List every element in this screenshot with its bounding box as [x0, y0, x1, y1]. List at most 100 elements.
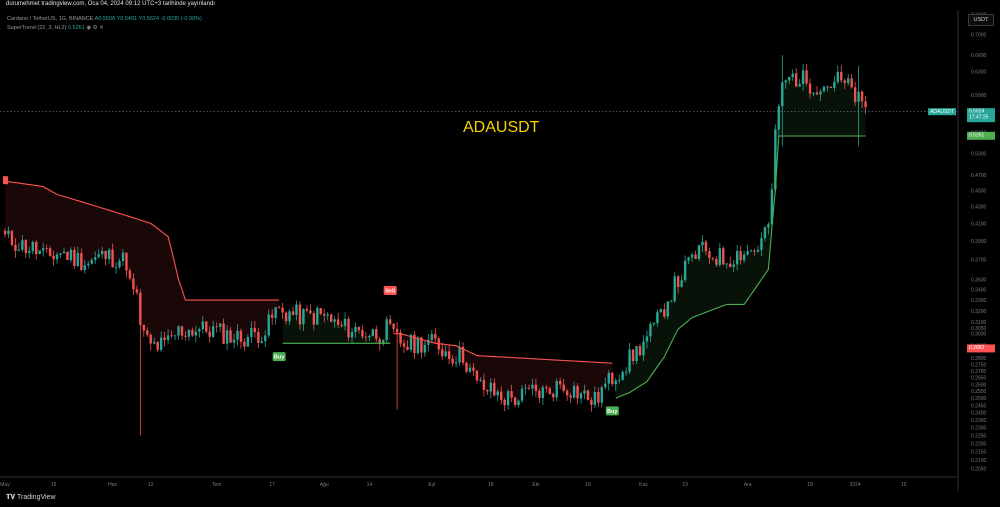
candle-body [205, 321, 208, 332]
candle-body [631, 349, 635, 361]
candle-body [503, 399, 506, 406]
candle-body [111, 249, 114, 268]
y-tick-label: 0.6600 [971, 53, 987, 59]
supertrend-down-line [393, 333, 613, 364]
candle-body [520, 388, 524, 401]
price-chart[interactable]: 0.74000.70000.66000.63000.59000.56000.53… [0, 10, 1000, 491]
candle-body [496, 391, 499, 396]
candle-body [555, 381, 558, 398]
y-tick-label: 0.2250 [971, 433, 987, 439]
candle-body [14, 244, 17, 251]
y-tick-label: 0.3700 [971, 258, 987, 264]
chart-area[interactable]: 0.74000.70000.66000.63000.59000.56000.53… [0, 10, 1000, 491]
current-price-tag-text: 0.5624 [969, 109, 985, 115]
candle-body [583, 390, 586, 394]
supertrend-down-fill [393, 328, 613, 406]
tradingview-logo[interactable]: 𝐓𝐕 TradingView [6, 494, 56, 502]
candle-body [673, 276, 676, 302]
candle-body [246, 336, 250, 347]
symbol-price-tag-box [928, 108, 956, 116]
footer-bar: 𝐓𝐕 TradingView [0, 491, 1000, 507]
candle-body [194, 331, 198, 336]
candle-body [298, 304, 302, 325]
candle-body [767, 224, 770, 228]
candle-body [735, 250, 739, 265]
symbol-legend[interactable]: Cardano / TetherUS, 1G, BINANCE A0.5508 … [7, 16, 202, 22]
buy-signal-label-box [605, 406, 619, 416]
candle-body [229, 330, 232, 343]
tradingview-logo-text: TradingView [16, 494, 56, 501]
candle-body [850, 78, 853, 88]
candle-body [139, 292, 142, 325]
candle-body [257, 332, 260, 343]
candle-body [420, 337, 423, 353]
candle-body [336, 319, 340, 325]
candle-body [510, 391, 513, 398]
candle-body [763, 227, 767, 239]
x-tick-label: 17 [269, 482, 275, 488]
indicator-remove-icon[interactable]: ✕ [99, 25, 104, 31]
candle-body [173, 335, 177, 337]
candle-body [399, 332, 402, 344]
indicator-settings-icon[interactable]: ⚙ [92, 25, 98, 31]
candle-body [409, 334, 413, 350]
candle-body [739, 250, 742, 261]
candle-body [645, 336, 649, 342]
candle-body [392, 323, 395, 329]
candle-body [319, 308, 322, 314]
candle-body [562, 384, 565, 391]
candle-body [329, 314, 333, 322]
candle-body [614, 380, 617, 385]
candle-body [166, 335, 170, 341]
candle-body [441, 349, 444, 357]
candle-body [704, 241, 708, 252]
currency-button[interactable]: USDT [968, 14, 994, 26]
supertrend-down-fill [5, 181, 280, 350]
y-tick-label: 0.3900 [971, 239, 987, 245]
candle-body [10, 230, 14, 245]
y-tick-label: 0.3400 [971, 288, 987, 294]
candle-body [590, 400, 593, 405]
candle-body [777, 106, 781, 130]
candle-body [312, 313, 316, 325]
candle-body [836, 71, 839, 82]
candle-body [545, 387, 548, 389]
candle-body [198, 329, 201, 332]
candle-body [423, 344, 427, 353]
candle-body [649, 324, 652, 337]
candle-body [38, 250, 41, 255]
y-tick-label: 0.2550 [971, 389, 987, 395]
x-tick-label: Kas [639, 482, 648, 488]
candle-body [697, 245, 701, 259]
candle-body [840, 71, 843, 81]
candle-body [656, 312, 659, 323]
candle-body [833, 81, 836, 88]
y-tick-label: 0.4300 [971, 205, 987, 211]
buy-signal-label-text: Buy [607, 409, 618, 415]
supertrend-up-value-tag-text: 0.5261 [969, 132, 985, 138]
candle-body [69, 249, 73, 261]
candle-body [628, 349, 631, 372]
indicator-eye-icon[interactable]: ◉ [86, 25, 92, 31]
candle-body [597, 391, 600, 403]
candle-body [812, 92, 815, 94]
candle-body [243, 341, 246, 347]
candle-body [635, 346, 638, 361]
candle-body [55, 254, 59, 260]
x-tick-label: 12 [148, 482, 154, 488]
candle-body [853, 87, 857, 102]
candle-body [191, 329, 194, 336]
candle-body [347, 318, 350, 338]
candle-body [212, 326, 215, 337]
x-tick-label: Eki [532, 482, 539, 488]
y-tick-label: 0.4700 [971, 173, 987, 179]
candle-body [354, 326, 357, 332]
candle-body [264, 335, 267, 342]
candle-body [159, 337, 163, 350]
indicator-legend[interactable]: SuperTrend (22, 3, HL2) 0.5261 ◉ ⚙ ✕ [7, 25, 104, 31]
candle-body [791, 73, 794, 77]
candle-body [808, 83, 812, 94]
candle-body [107, 249, 111, 260]
candle-body [316, 308, 319, 325]
y-tick-label: 0.3200 [971, 309, 987, 315]
